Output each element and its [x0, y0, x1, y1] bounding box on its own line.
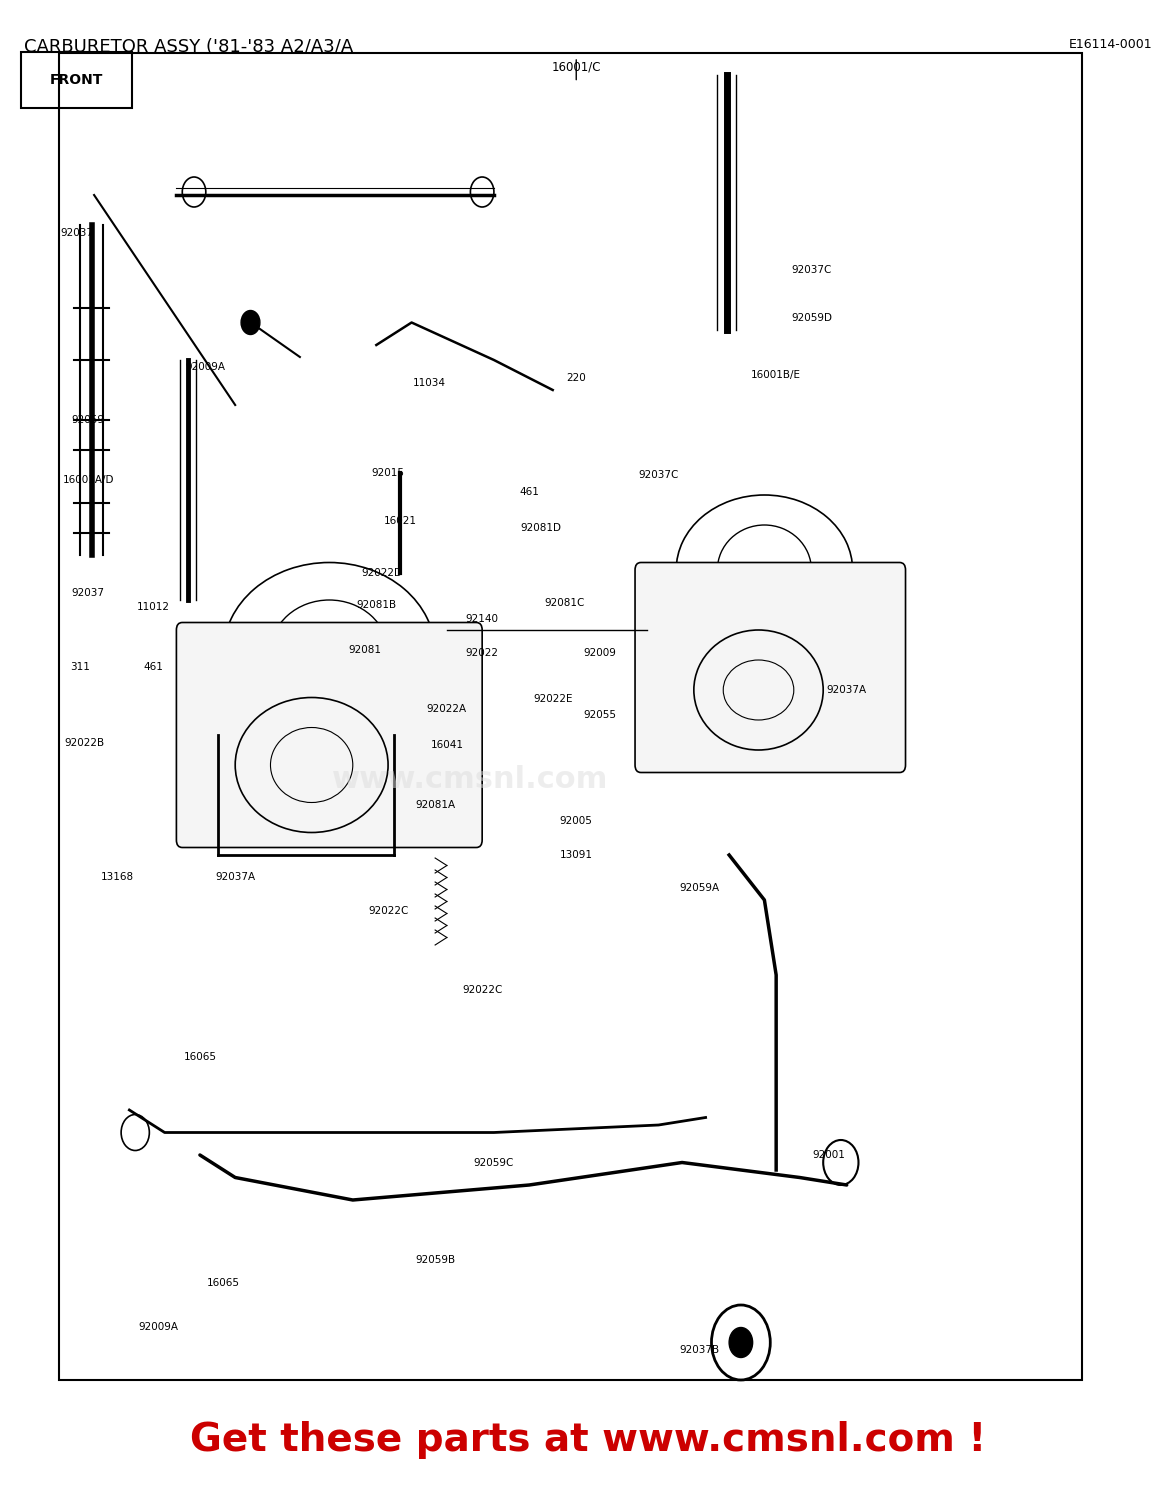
Text: 92059C: 92059C	[474, 1158, 514, 1167]
Circle shape	[729, 1328, 753, 1358]
Text: 92001: 92001	[813, 1150, 846, 1160]
Text: 92081D: 92081D	[521, 524, 561, 532]
Text: 92022E: 92022E	[533, 694, 573, 703]
Text: 92059: 92059	[72, 416, 105, 424]
Text: 11034: 11034	[413, 378, 446, 387]
FancyBboxPatch shape	[635, 562, 906, 772]
Text: 11012: 11012	[136, 603, 169, 612]
Text: 16001/C: 16001/C	[552, 60, 601, 74]
Text: 92037B: 92037B	[680, 1346, 720, 1354]
Text: 16001A/D: 16001A/D	[62, 476, 114, 484]
Text: 16065: 16065	[183, 1053, 216, 1062]
Text: 92059A: 92059A	[680, 884, 720, 892]
Text: 16041: 16041	[430, 741, 463, 750]
Circle shape	[241, 310, 260, 334]
Text: 461: 461	[520, 488, 539, 496]
Text: 92081A: 92081A	[415, 801, 455, 810]
FancyBboxPatch shape	[176, 622, 482, 848]
Text: 92022: 92022	[466, 648, 499, 657]
Text: 92081B: 92081B	[356, 600, 396, 609]
Text: 461: 461	[143, 663, 162, 672]
Text: 92037A: 92037A	[827, 686, 867, 694]
Text: 220: 220	[567, 374, 586, 382]
Text: CARBURETOR ASSY ('81-'83 A2/A3/A: CARBURETOR ASSY ('81-'83 A2/A3/A	[24, 38, 353, 56]
Text: 92081C: 92081C	[544, 598, 584, 608]
Text: 92140: 92140	[466, 615, 499, 624]
Text: 92037A: 92037A	[215, 873, 255, 882]
Text: 92037: 92037	[60, 228, 93, 237]
Text: 92022A: 92022A	[427, 705, 467, 714]
Text: 92022D: 92022D	[362, 568, 402, 578]
Text: 16001B/E: 16001B/E	[751, 370, 801, 380]
Text: 92055: 92055	[583, 711, 616, 720]
Text: 92037C: 92037C	[791, 266, 831, 274]
Text: 92059B: 92059B	[415, 1256, 455, 1264]
Text: 16065: 16065	[207, 1278, 240, 1287]
Text: 311: 311	[71, 663, 89, 672]
FancyBboxPatch shape	[21, 53, 132, 108]
Text: 16021: 16021	[383, 516, 416, 525]
Text: 13168: 13168	[101, 873, 134, 882]
Text: www.cmsnl.com: www.cmsnl.com	[332, 765, 609, 795]
Text: FRONT: FRONT	[49, 72, 103, 87]
Text: 92037C: 92037C	[639, 471, 679, 480]
Text: 92015: 92015	[372, 468, 405, 477]
Text: 92022B: 92022B	[65, 738, 105, 747]
Text: 92009A: 92009A	[139, 1323, 179, 1332]
Bar	[59, 53, 1082, 1380]
Text: 13091: 13091	[560, 850, 593, 859]
Text: 92022C: 92022C	[368, 906, 408, 915]
Text: 92081: 92081	[348, 645, 381, 654]
Text: Get these parts at www.cmsnl.com !: Get these parts at www.cmsnl.com !	[189, 1420, 987, 1460]
Text: E16114-0001: E16114-0001	[1069, 38, 1152, 51]
Text: 92059D: 92059D	[791, 314, 831, 322]
Text: 92037: 92037	[72, 588, 105, 597]
Text: 92005: 92005	[560, 816, 593, 825]
Text: 92022C: 92022C	[462, 986, 502, 994]
Text: 92009: 92009	[583, 648, 616, 657]
Text: 92009A: 92009A	[186, 363, 226, 372]
